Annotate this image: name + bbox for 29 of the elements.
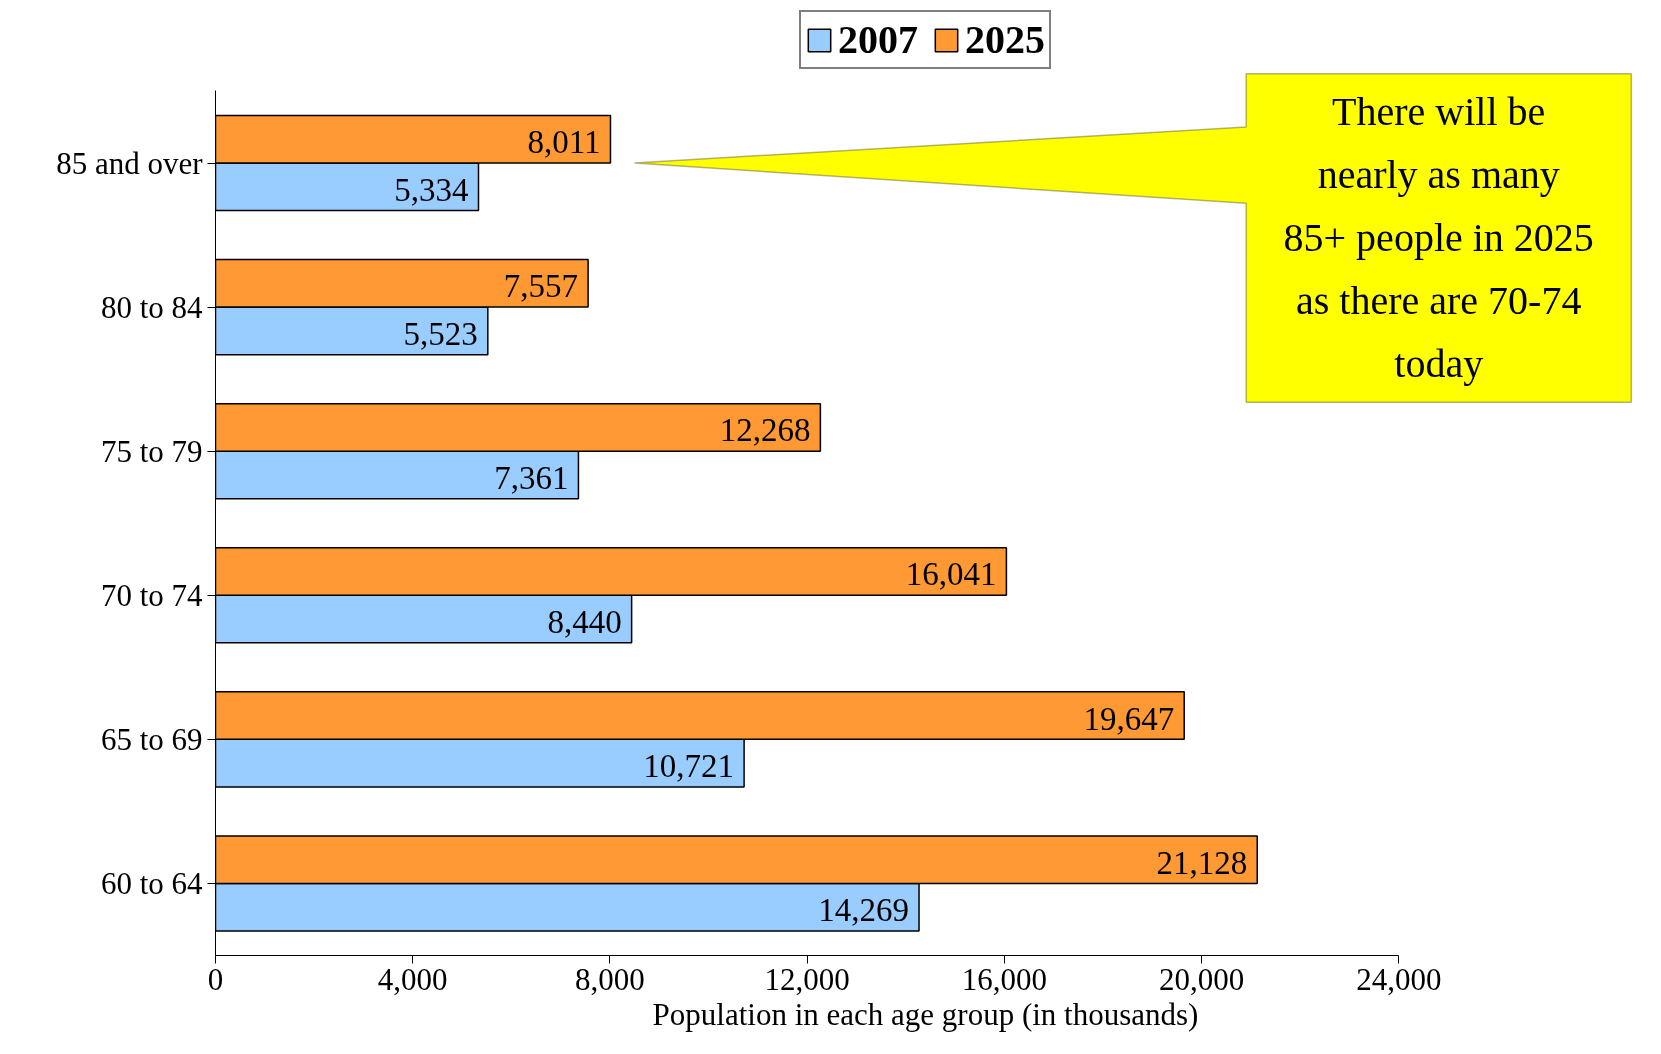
annotation: There will be nearly as many 85+ people in 2025 as there are 70-74 today — [1283, 89, 1594, 387]
data-label: 8,440 — [547, 604, 622, 641]
data-label: 19,647 — [1083, 700, 1175, 737]
y-tick-label: 85 and over — [56, 145, 204, 181]
legend-label: 2007 — [838, 16, 918, 63]
x-tick-label: 24,000 — [1356, 961, 1442, 997]
data-label: 10,721 — [643, 748, 735, 785]
data-label: 7,361 — [494, 459, 569, 496]
data-label: 14,269 — [818, 892, 910, 929]
data-label: 16,041 — [905, 556, 997, 593]
x-tick-label: 16,000 — [961, 961, 1048, 997]
y-tick-label: 80 to 84 — [100, 289, 203, 325]
legend-label: 2025 — [965, 16, 1045, 63]
x-tick-label: 20,000 — [1158, 961, 1245, 997]
x-tick-label: 4,000 — [377, 961, 448, 997]
y-tick-label: 60 to 64 — [100, 865, 203, 901]
data-label: 21,128 — [1156, 844, 1248, 881]
data-label: 8,011 — [527, 124, 601, 161]
y-tick-label: 65 to 69 — [100, 721, 203, 757]
x-tick-label: 8,000 — [575, 961, 645, 997]
data-label: 12,268 — [719, 412, 811, 449]
data-label: 5,334 — [394, 171, 469, 208]
y-tick-label: 75 to 79 — [100, 433, 203, 469]
data-label: 7,557 — [503, 268, 579, 305]
data-label: 5,523 — [403, 315, 478, 352]
x-tick-label: 0 — [207, 961, 224, 997]
y-tick-label: 70 to 74 — [100, 577, 203, 613]
x-axis-title: Population in each age group (in thousands) — [652, 996, 1199, 1032]
x-tick-label: 12,000 — [764, 961, 850, 997]
